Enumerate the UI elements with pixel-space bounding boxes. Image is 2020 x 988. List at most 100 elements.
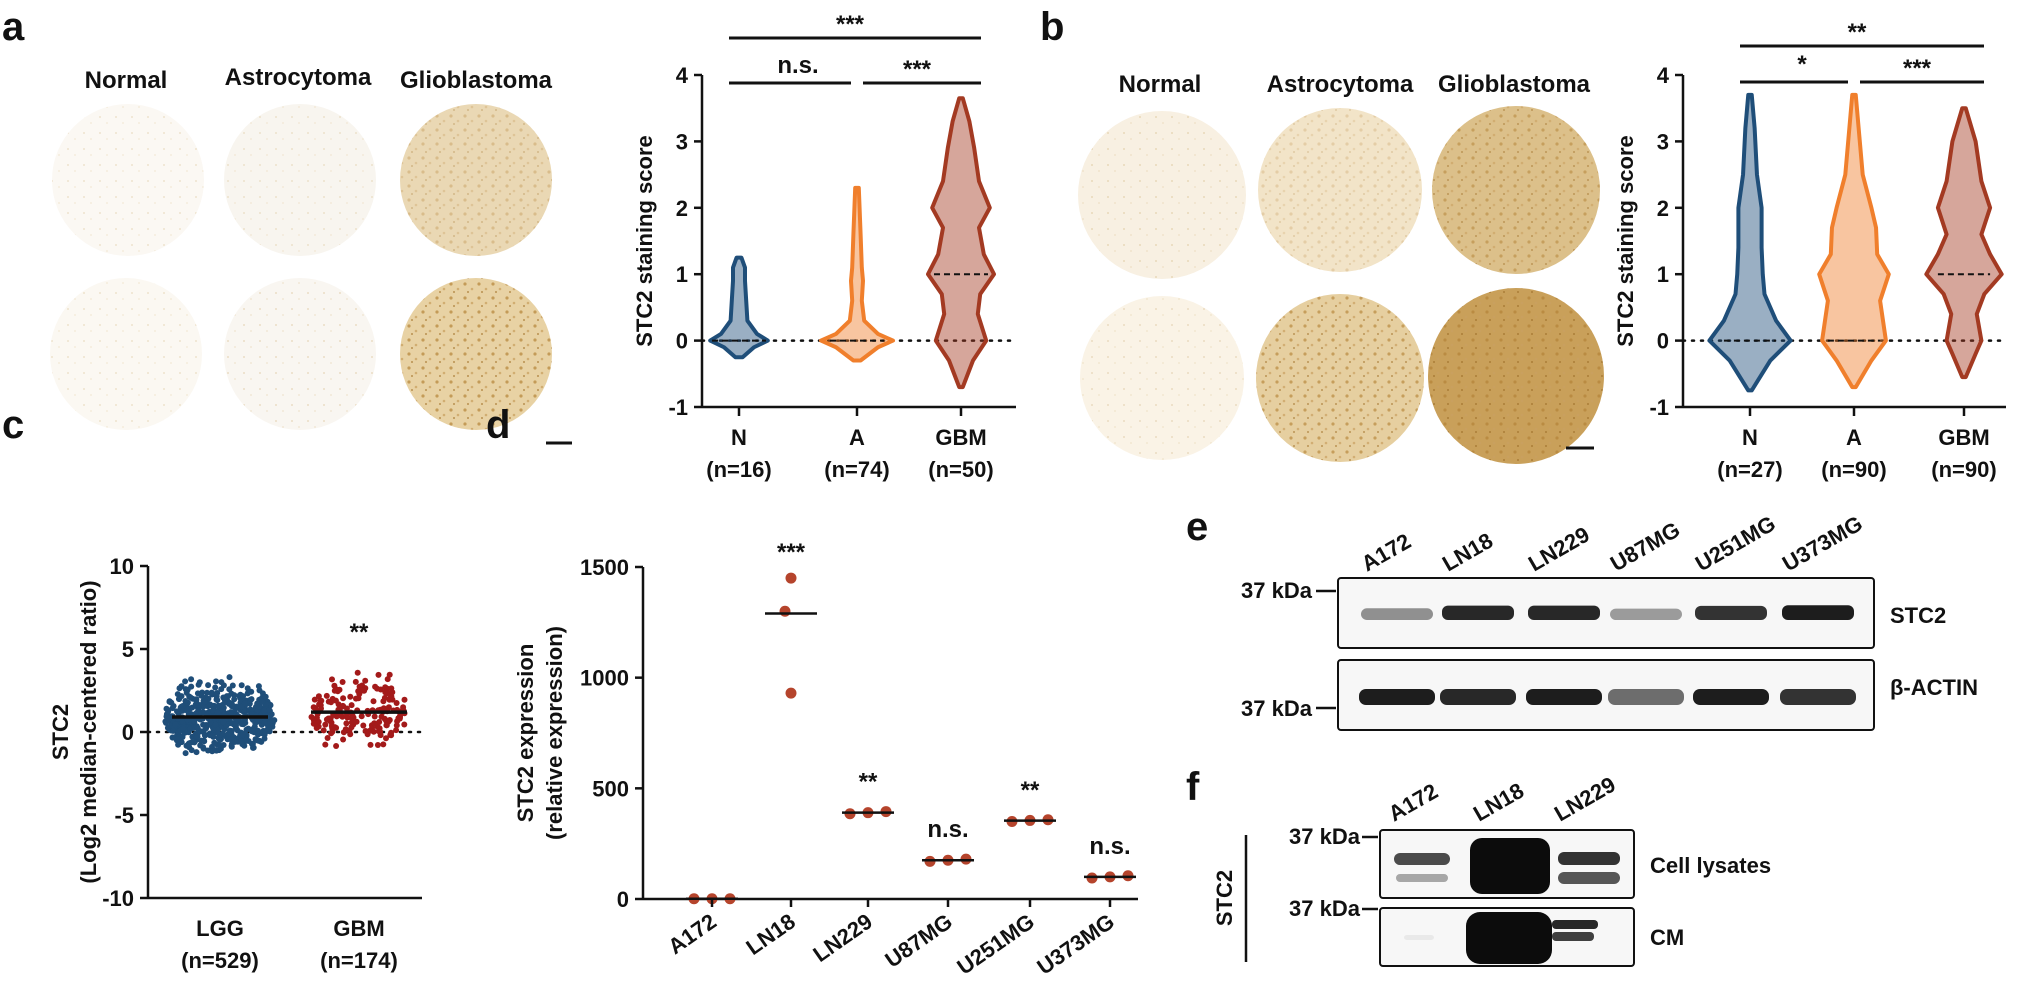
data-point xyxy=(312,705,319,712)
data-point xyxy=(232,719,239,726)
band-stc2-u87mg xyxy=(1610,608,1682,620)
data-point xyxy=(313,714,320,721)
data-point xyxy=(311,696,318,703)
y-tick-label: 0 xyxy=(676,329,688,354)
band-lysate-ln18 xyxy=(1470,838,1550,894)
data-point xyxy=(178,683,185,690)
x-count-a: (n=74) xyxy=(824,457,889,482)
ihc-core-b-astro-1 xyxy=(1258,108,1422,272)
scatter-chart-d: 1500 1000 500 0 STC2 expression (relative exp… xyxy=(513,539,1138,980)
x-count-n: (n=16) xyxy=(706,457,771,482)
lane-label-ln229: LN229 xyxy=(1524,522,1594,577)
side-label-stc2: STC2 xyxy=(1212,870,1237,926)
data-point xyxy=(165,708,172,715)
band-cm-ln18 xyxy=(1466,912,1552,964)
band-cm-ln229 xyxy=(1552,920,1598,929)
data-point xyxy=(389,689,396,696)
data-point xyxy=(241,742,248,749)
header-astro-b: Astrocytoma xyxy=(1267,71,1414,98)
data-point xyxy=(208,702,215,709)
violin-a xyxy=(819,185,895,363)
data-point xyxy=(261,731,268,738)
lane-label-u87mg: U87MG xyxy=(1606,517,1684,577)
data-point xyxy=(211,739,218,746)
band-lysate-a172-lower xyxy=(1396,874,1448,882)
y-tick-label: -5 xyxy=(114,803,134,828)
data-point xyxy=(196,679,203,686)
sig-label-u87mg: n.s. xyxy=(927,816,968,843)
data-point xyxy=(329,695,336,702)
data-point xyxy=(200,721,207,728)
x-label-a: A xyxy=(1846,425,1862,450)
data-point xyxy=(262,693,269,700)
data-point xyxy=(179,718,186,725)
data-point xyxy=(322,741,329,748)
data-point xyxy=(393,700,400,706)
data-point xyxy=(232,738,239,745)
violin-chart-b: 4 3 2 1 0 -1 STC2 staining score N (n=27) A (n=90)… xyxy=(1613,19,2008,482)
data-point xyxy=(380,698,387,705)
data-point xyxy=(400,704,407,711)
data-point xyxy=(231,696,238,703)
data-point xyxy=(254,737,261,744)
data-point xyxy=(218,679,225,686)
y-tick-label: 4 xyxy=(1657,63,1670,88)
data-point xyxy=(395,715,402,722)
data-point xyxy=(255,727,261,734)
data-point xyxy=(268,711,275,718)
y-tick-label: 1 xyxy=(676,262,688,287)
data-point xyxy=(347,693,354,700)
data-point xyxy=(254,700,261,707)
data-point xyxy=(229,682,236,689)
data-point xyxy=(360,687,367,694)
data-point xyxy=(208,689,215,696)
y-tick-label: 2 xyxy=(676,196,688,221)
scatter-chart-c: 10 5 0 -5 -10 STC2 (Log2 median-centered ratio… xyxy=(48,554,424,973)
y-tick-label: 1500 xyxy=(580,555,629,580)
data-point xyxy=(323,692,330,699)
sig-label-ln229: ** xyxy=(859,769,878,796)
band-actin-u373mg xyxy=(1780,689,1856,705)
data-point xyxy=(212,747,219,754)
x-label-gbm: GBM xyxy=(1938,425,1989,450)
blot-box-actin xyxy=(1337,659,1875,731)
data-point xyxy=(401,696,408,703)
data-point xyxy=(261,707,268,714)
header-gbm-b: Glioblastoma xyxy=(1438,71,1591,98)
y-tick-label: -1 xyxy=(668,395,688,420)
band-cm-ln229-lower xyxy=(1552,932,1594,941)
data-point xyxy=(386,717,393,723)
blot-box-stc2 xyxy=(1337,577,1875,649)
y-tick-label: 5 xyxy=(122,637,134,662)
ihc-core-b-normal-2 xyxy=(1080,296,1244,460)
lane-label-ln18: LN18 xyxy=(1438,528,1497,577)
data-point xyxy=(185,741,192,748)
data-point xyxy=(182,698,189,704)
data-point xyxy=(187,694,194,701)
data-point xyxy=(228,728,235,734)
data-point xyxy=(193,749,200,756)
data-point xyxy=(226,700,232,707)
data-point xyxy=(166,715,173,722)
data-point xyxy=(179,703,186,709)
sig-label-n-gbm: ** xyxy=(1848,19,1867,46)
violin-n xyxy=(708,255,770,360)
data-point xyxy=(340,729,347,736)
sig-label-u373mg: n.s. xyxy=(1089,833,1130,860)
data-point xyxy=(362,728,369,734)
x-count-gbm: (n=90) xyxy=(1931,457,1996,482)
data-point xyxy=(226,674,233,681)
lane-label-a172: A172 xyxy=(1357,528,1415,576)
western-blot-f: A172 LN18 LN229 37 kDa 37 kDa STC2 Cell lysate… xyxy=(1212,772,1771,967)
header-normal-b: Normal xyxy=(1119,71,1202,98)
data-point xyxy=(308,714,315,720)
x-label-ln229: LN229 xyxy=(808,909,876,967)
band-actin-ln229 xyxy=(1526,689,1602,705)
y-tick-label: -10 xyxy=(102,886,134,911)
y-axis-title: STC2 expression xyxy=(513,644,538,823)
data-point xyxy=(194,725,201,732)
lane-label-ln18: LN18 xyxy=(1469,778,1528,827)
data-point xyxy=(221,694,228,701)
data-point xyxy=(381,715,388,722)
